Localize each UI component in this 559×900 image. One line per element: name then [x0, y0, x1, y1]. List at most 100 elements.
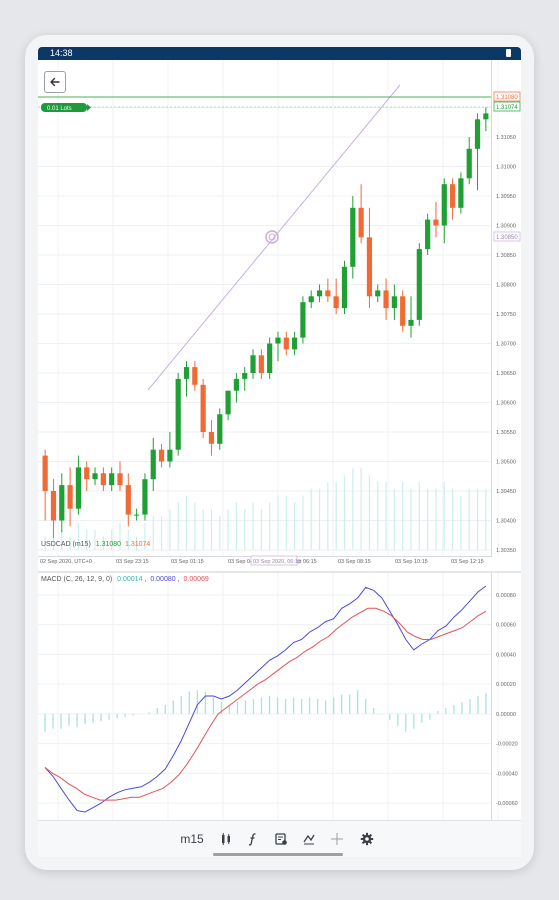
- candle-bear: [400, 296, 406, 326]
- price-badge-bid: 1.31074: [493, 101, 521, 112]
- macd-tick-label: 0.00000: [496, 712, 516, 718]
- candle-bull: [375, 290, 381, 297]
- x-tick-label: 03 Sep 01:15: [171, 559, 204, 565]
- trendline-anchor-handle[interactable]: [265, 230, 279, 244]
- x-tick-label: 02 Sep 2020, UTC+0: [40, 559, 92, 565]
- chart-area[interactable]: 1.311001.310501.310001.309501.309001.308…: [38, 60, 521, 820]
- macd-tick-label: -0.00060: [496, 801, 518, 807]
- price-tick-label: 1.30550: [496, 430, 516, 436]
- timeframe-button[interactable]: m15: [176, 829, 208, 849]
- price-tick-label: 1.30650: [496, 371, 516, 377]
- candle-bull: [483, 113, 489, 120]
- macd-tick-label: 0.00060: [496, 623, 516, 629]
- price-tick-label: 1.30850: [496, 253, 516, 259]
- x-axis-crosshair-label: 03 Sep 2020, 06:15: [250, 555, 301, 566]
- x-tick-label: 03 Sep 08:15: [338, 559, 371, 565]
- price-tick-label: 1.30950: [496, 194, 516, 200]
- trendline[interactable]: [147, 84, 401, 391]
- candle-bear: [158, 449, 165, 462]
- price-grid: [38, 60, 499, 557]
- price-tick-label: 1.30350: [496, 548, 516, 554]
- candle-bull: [458, 178, 464, 208]
- volume-histogram: [44, 468, 487, 550]
- candle-bear: [258, 355, 264, 373]
- macd-tick-label: -0.00020: [496, 742, 518, 748]
- x-tick-label: 03 Sep 23:15: [116, 559, 149, 565]
- candle-bear: [67, 485, 73, 509]
- candle-bear: [200, 384, 206, 432]
- crosshair-icon: [331, 833, 343, 845]
- candle-bull: [233, 378, 239, 391]
- battery-icon: [506, 49, 511, 57]
- svg-text:1.30850: 1.30850: [496, 235, 518, 241]
- candle-bear: [358, 207, 364, 238]
- signal-line-value: 0.00069: [184, 576, 209, 583]
- candle-bull: [109, 473, 115, 486]
- candle-bear: [433, 219, 439, 226]
- candle-bull: [391, 296, 397, 309]
- macd-grid: [38, 573, 499, 820]
- candle-bull: [250, 355, 256, 373]
- macd-label: MACD (C, 26, 12, 9, 0) 0.00014 , 0.00080…: [41, 576, 209, 583]
- candle-bear: [84, 467, 90, 480]
- svg-text:1.31080: 1.31080: [496, 95, 518, 101]
- candle-bull: [441, 184, 447, 226]
- price-tick-label: 1.30900: [496, 224, 516, 230]
- svg-text:1.31074: 1.31074: [496, 105, 518, 111]
- price-badge-ask: 1.31080: [493, 91, 521, 102]
- candle-bull: [474, 119, 481, 149]
- macd-panel[interactable]: 0.00080 0.00060 0.00040 0.00020 0.00000 -0.00…: [38, 573, 518, 820]
- order-label[interactable]: 0.01 Lots: [41, 103, 91, 112]
- home-indicator: [213, 853, 343, 856]
- candle-bull: [225, 390, 231, 415]
- candle-bull: [242, 373, 248, 379]
- price-tick-label: 1.30450: [496, 489, 516, 495]
- macd-y-axis: 0.00080 0.00060 0.00040 0.00020 0.00000 -0.00…: [491, 573, 518, 820]
- crosshair-button[interactable]: [327, 829, 347, 849]
- macd-tick-label: -0.00040: [496, 771, 518, 777]
- candle-bear: [325, 290, 331, 297]
- candle-bull: [217, 414, 223, 444]
- bid-value: 1.31080: [96, 541, 121, 548]
- candle-bear: [383, 290, 389, 309]
- candle-bull: [75, 467, 82, 509]
- status-bar: 14:38: [38, 47, 521, 60]
- symbol-label: USDCAD (m15) 1.31080 1.31074: [41, 541, 150, 548]
- price-tick-label: 1.31050: [496, 135, 516, 141]
- candles-icon: [222, 833, 230, 845]
- candle-bear: [366, 237, 373, 297]
- settings-icon: [360, 832, 374, 846]
- price-chart-panel[interactable]: 1.311001.310501.310001.309501.309001.308…: [38, 60, 521, 566]
- candle-bear: [192, 367, 198, 385]
- arrow-left-icon: [50, 77, 60, 87]
- x-tick-label: 03 Sep 10:15: [395, 559, 428, 565]
- order-lots-text: 0.01 Lots: [47, 106, 72, 112]
- candle-bear: [42, 455, 48, 491]
- candle-bull: [267, 343, 273, 373]
- candle-bear: [333, 296, 339, 309]
- status-time: 14:38: [50, 48, 73, 58]
- settings-button[interactable]: [357, 829, 377, 849]
- candle-bull: [308, 296, 314, 303]
- chart-type-button[interactable]: [216, 829, 236, 849]
- templates-button[interactable]: [271, 829, 291, 849]
- candle-bear: [208, 432, 215, 444]
- timeframe-label: m15: [180, 832, 204, 846]
- signal-line: [44, 607, 487, 801]
- drawing-tools-button[interactable]: [299, 829, 319, 849]
- indicators-button[interactable]: [243, 829, 263, 849]
- candle-bull: [466, 148, 472, 179]
- candle-bull: [275, 337, 281, 344]
- candle-bull: [92, 473, 98, 480]
- candle-bull: [59, 485, 65, 521]
- candle-bull: [425, 219, 431, 250]
- back-button[interactable]: [44, 71, 66, 93]
- candle-bull: [300, 302, 306, 338]
- drawing-tools-icon: [303, 834, 315, 845]
- candle-bull: [341, 266, 348, 309]
- candle-bull: [142, 479, 148, 515]
- candle-bear: [449, 184, 456, 208]
- symbol-name: USDCAD (m15): [41, 541, 91, 548]
- candle-bull: [408, 319, 414, 326]
- candle-bull: [175, 378, 181, 450]
